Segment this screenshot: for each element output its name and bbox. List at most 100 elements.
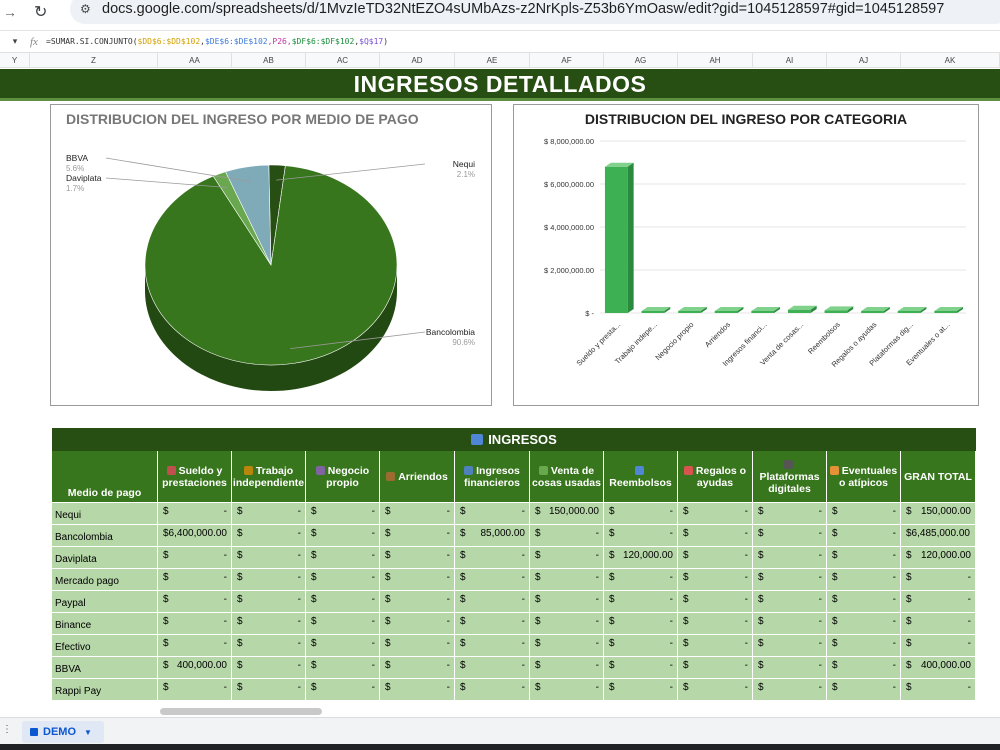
value-cell[interactable]: $ -: [827, 591, 901, 613]
pie-slice-bancolombia[interactable]: [144, 165, 398, 366]
value-cell[interactable]: $ -: [678, 635, 753, 657]
value-cell[interactable]: $ -: [678, 503, 753, 525]
pie-slice-bbva[interactable]: [225, 164, 272, 266]
column-header-ab[interactable]: AB: [232, 53, 306, 68]
value-cell[interactable]: $ -: [753, 635, 827, 657]
value-cell[interactable]: $ -: [306, 547, 380, 569]
column-header-ai[interactable]: AI: [753, 53, 827, 68]
value-cell[interactable]: $ -: [380, 569, 455, 591]
payment-method-cell[interactable]: Bancolombia: [52, 525, 158, 547]
value-cell[interactable]: $6,400,000.00: [158, 525, 232, 547]
value-cell[interactable]: $ -: [232, 591, 306, 613]
column-header-aj[interactable]: AJ: [827, 53, 901, 68]
value-cell[interactable]: $ -: [158, 569, 232, 591]
value-cell[interactable]: $ -: [306, 657, 380, 679]
value-cell[interactable]: $ -: [604, 657, 678, 679]
value-cell[interactable]: $ -: [306, 679, 380, 701]
value-cell[interactable]: $ -: [380, 657, 455, 679]
value-cell[interactable]: $ -: [306, 569, 380, 591]
value-cell[interactable]: $400,000.00: [158, 657, 232, 679]
value-cell[interactable]: $ -: [530, 525, 604, 547]
value-cell[interactable]: $ -: [827, 679, 901, 701]
value-cell[interactable]: $ -: [232, 503, 306, 525]
value-cell[interactable]: $ -: [380, 525, 455, 547]
formula-input[interactable]: =SUMAR.SI.CONJUNTO($DD$6:$DD$102,$DE$6:$…: [46, 37, 388, 46]
value-cell[interactable]: $150,000.00: [530, 503, 604, 525]
value-cell[interactable]: $ -: [158, 503, 232, 525]
value-cell[interactable]: $ -: [306, 503, 380, 525]
value-cell[interactable]: $ -: [232, 635, 306, 657]
value-cell[interactable]: $ -: [901, 679, 976, 701]
bar-chart[interactable]: DISTRIBUCION DEL INGRESO POR CATEGORIA $…: [513, 104, 979, 406]
value-cell[interactable]: $150,000.00: [901, 503, 976, 525]
column-header-ak[interactable]: AK: [901, 53, 1000, 68]
bar-3[interactable]: [714, 311, 738, 313]
column-header-ad[interactable]: AD: [380, 53, 455, 68]
payment-method-cell[interactable]: Daviplata: [52, 547, 158, 569]
bar-8[interactable]: [897, 311, 921, 313]
value-cell[interactable]: $ -: [455, 569, 530, 591]
value-cell[interactable]: $ -: [380, 635, 455, 657]
value-cell[interactable]: $ -: [678, 679, 753, 701]
value-cell[interactable]: $ -: [158, 591, 232, 613]
value-cell[interactable]: $ -: [753, 503, 827, 525]
value-cell[interactable]: $ -: [455, 591, 530, 613]
payment-method-cell[interactable]: Rappi Pay: [52, 679, 158, 701]
value-cell[interactable]: $ -: [232, 679, 306, 701]
value-cell[interactable]: $ -: [380, 679, 455, 701]
value-cell[interactable]: $ -: [901, 591, 976, 613]
value-cell[interactable]: $ -: [232, 613, 306, 635]
value-cell[interactable]: $ -: [232, 525, 306, 547]
payment-method-cell[interactable]: Mercado pago: [52, 569, 158, 591]
value-cell[interactable]: $ -: [306, 591, 380, 613]
all-sheets-icon[interactable]: ⋮: [2, 724, 12, 735]
payment-method-cell[interactable]: Paypal: [52, 591, 158, 613]
value-cell[interactable]: $ -: [604, 613, 678, 635]
bar-9[interactable]: [934, 311, 958, 313]
column-header-ae[interactable]: AE: [455, 53, 530, 68]
bar-2[interactable]: [678, 311, 701, 313]
value-cell[interactable]: $ -: [753, 547, 827, 569]
value-cell[interactable]: $ -: [158, 635, 232, 657]
value-cell[interactable]: $ -: [827, 547, 901, 569]
value-cell[interactable]: $ -: [380, 591, 455, 613]
value-cell[interactable]: $ -: [678, 547, 753, 569]
column-header-aa[interactable]: AA: [158, 53, 232, 68]
value-cell[interactable]: $ -: [455, 547, 530, 569]
column-header-y[interactable]: Y: [0, 53, 30, 68]
value-cell[interactable]: $ -: [753, 679, 827, 701]
value-cell[interactable]: $ -: [678, 569, 753, 591]
payment-method-cell[interactable]: Binance: [52, 613, 158, 635]
value-cell[interactable]: $ -: [530, 657, 604, 679]
value-cell[interactable]: $ -: [753, 657, 827, 679]
value-cell[interactable]: $6,485,000.00: [901, 525, 976, 547]
value-cell[interactable]: $ -: [306, 613, 380, 635]
value-cell[interactable]: $ -: [530, 679, 604, 701]
bar-6[interactable]: [824, 310, 848, 313]
value-cell[interactable]: $ -: [455, 679, 530, 701]
value-cell[interactable]: $ -: [901, 569, 976, 591]
bar-0[interactable]: [604, 166, 628, 313]
value-cell[interactable]: $85,000.00: [455, 525, 530, 547]
value-cell[interactable]: $ -: [827, 525, 901, 547]
column-header-ah[interactable]: AH: [678, 53, 753, 68]
value-cell[interactable]: $120,000.00: [604, 547, 678, 569]
value-cell[interactable]: $ -: [678, 591, 753, 613]
value-cell[interactable]: $ -: [604, 679, 678, 701]
payment-method-cell[interactable]: Efectivo: [52, 635, 158, 657]
url-field[interactable]: ⚙ docs.google.com/spreadsheets/d/1MvzIeT…: [70, 0, 1000, 24]
value-cell[interactable]: $ -: [530, 613, 604, 635]
value-cell[interactable]: $ -: [380, 613, 455, 635]
bar-1[interactable]: [641, 311, 665, 313]
value-cell[interactable]: $ -: [158, 613, 232, 635]
column-header-ag[interactable]: AG: [604, 53, 678, 68]
column-header-af[interactable]: AF: [530, 53, 604, 68]
value-cell[interactable]: $400,000.00: [901, 657, 976, 679]
value-cell[interactable]: $ -: [455, 657, 530, 679]
value-cell[interactable]: $ -: [753, 613, 827, 635]
value-cell[interactable]: $ -: [530, 547, 604, 569]
value-cell[interactable]: $ -: [901, 635, 976, 657]
value-cell[interactable]: $ -: [678, 613, 753, 635]
value-cell[interactable]: $ -: [380, 547, 455, 569]
value-cell[interactable]: $ -: [306, 525, 380, 547]
